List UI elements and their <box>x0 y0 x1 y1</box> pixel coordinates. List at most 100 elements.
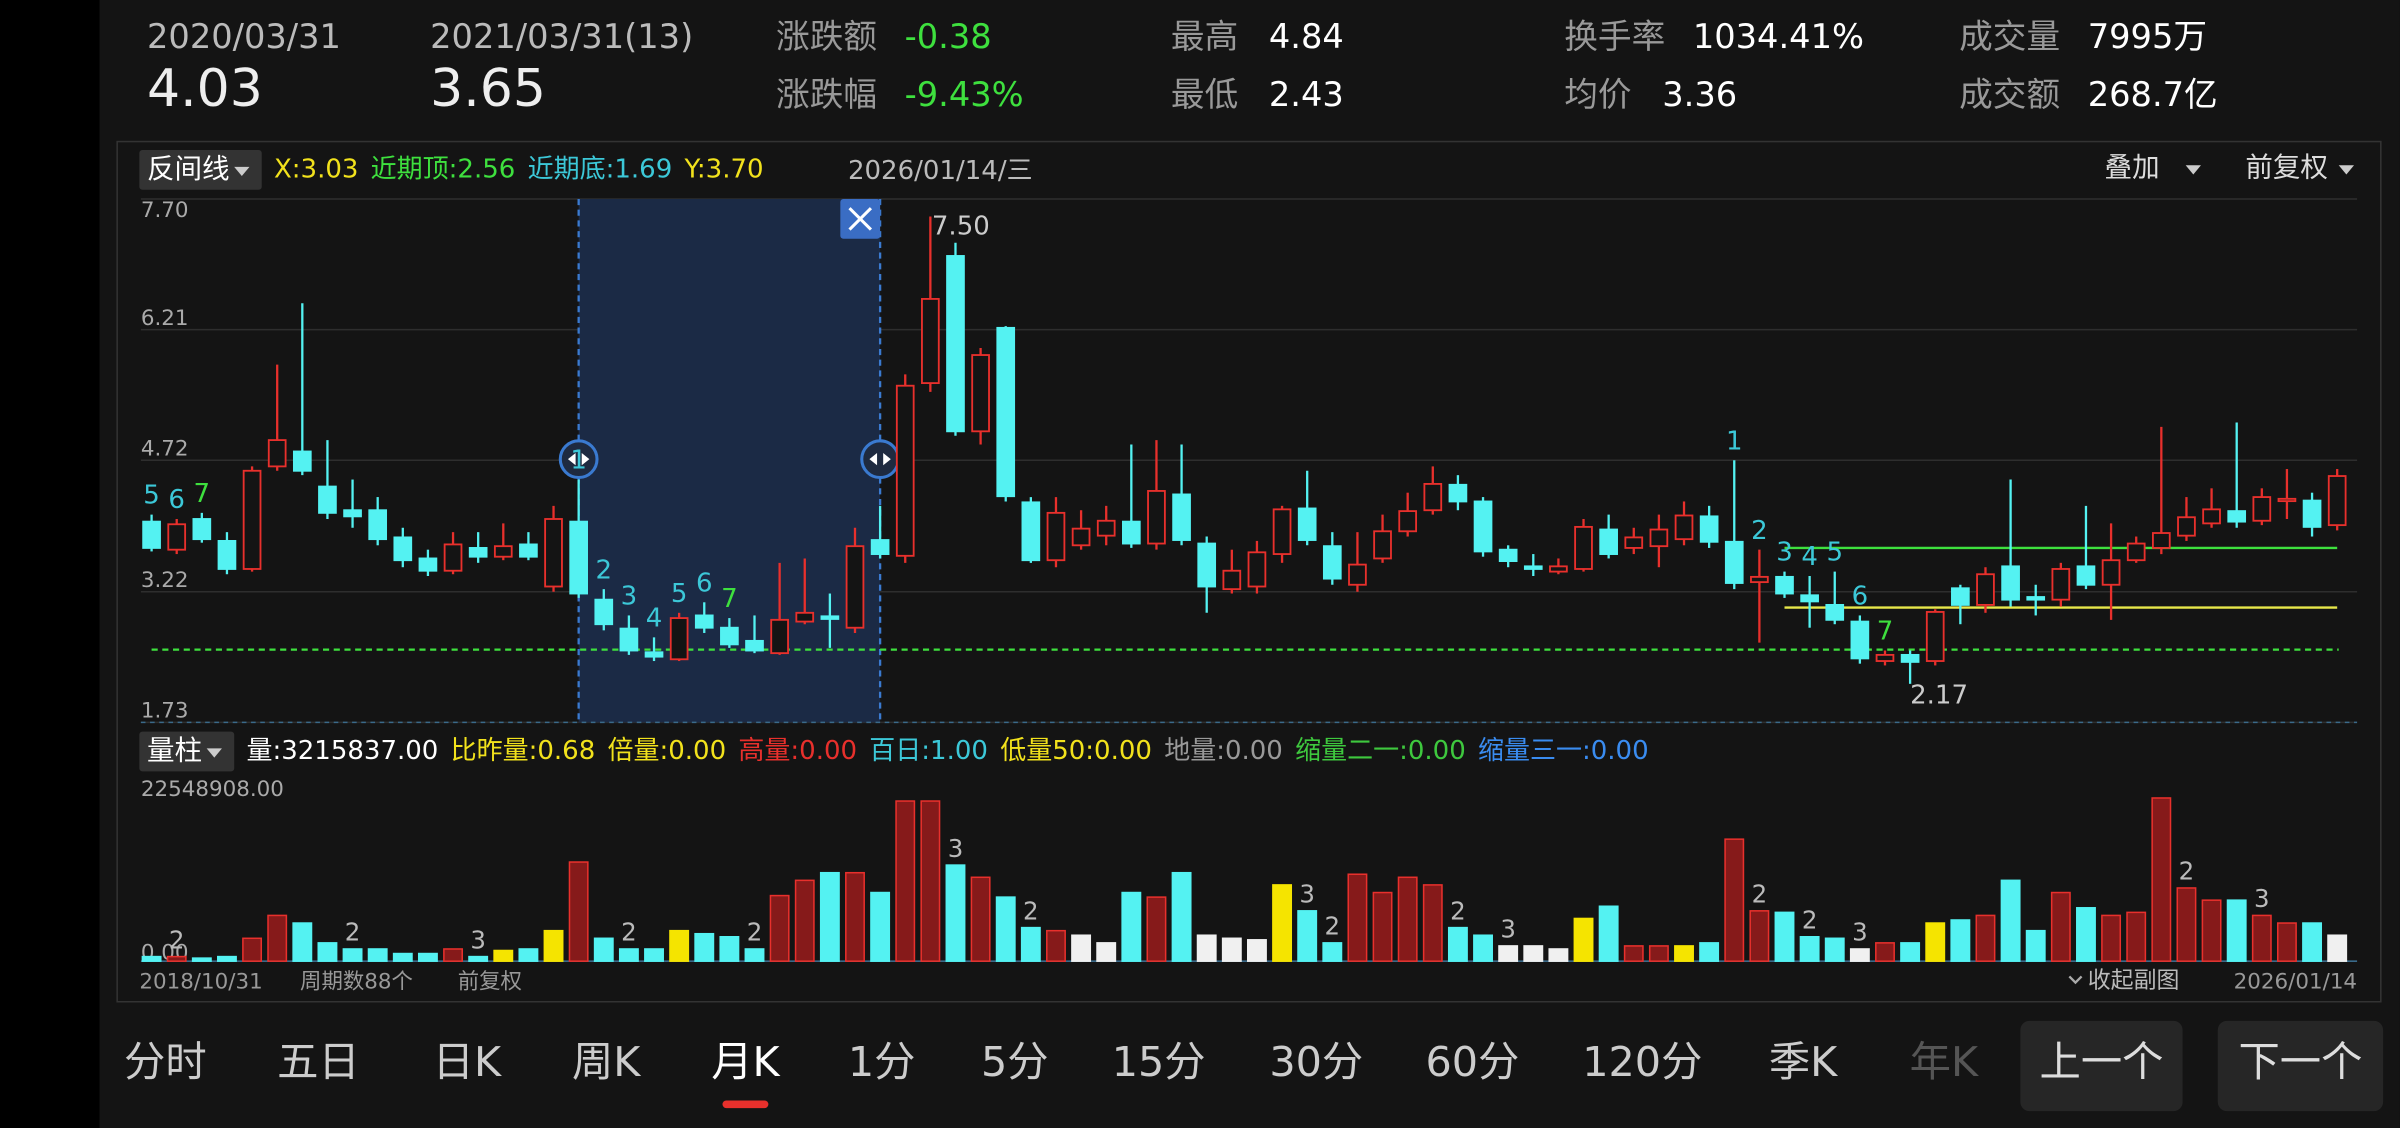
stat-label: 最高 <box>1171 17 1238 56</box>
stat-value: 2.43 <box>1269 75 1344 114</box>
volume-bar <box>2126 911 2147 962</box>
candle-body <box>368 509 388 541</box>
nav-button-label[interactable]: 上一个 <box>2040 1038 2164 1086</box>
overlay-selector[interactable]: 叠加 <box>2105 151 2160 183</box>
candle-body <box>2076 565 2096 586</box>
volume-bar <box>1824 937 1845 962</box>
volume-bar <box>794 879 815 962</box>
volume-bar <box>744 948 765 962</box>
volume-bar <box>819 871 840 962</box>
stat-label: 成交额 <box>1959 75 2060 114</box>
volume-bar <box>2000 879 2021 962</box>
volume-bar <box>1900 942 1921 962</box>
candle-body <box>1046 511 1066 562</box>
period-tab[interactable]: 月K <box>711 1038 780 1086</box>
nav-button[interactable] <box>2217 1020 2384 1112</box>
candle-body <box>1825 604 1845 621</box>
volume-bar <box>2226 899 2247 962</box>
volume-bar <box>2251 914 2272 962</box>
indicator-selector[interactable] <box>139 149 262 190</box>
y-tick-label: 3.22 <box>141 568 189 593</box>
period-tab[interactable]: 五日 <box>277 1038 360 1086</box>
period-tab[interactable]: 周K <box>572 1038 641 1086</box>
candle-body <box>1850 620 1870 660</box>
sequence-mark: 1 <box>570 446 587 476</box>
volume-bar <box>1724 838 1745 962</box>
period-tab[interactable]: 60分 <box>1425 1038 1519 1086</box>
handle-arrows <box>869 453 891 466</box>
indicator-value: X:3.03 <box>274 154 358 184</box>
nav-button-label[interactable]: 下一个 <box>2238 1038 2362 1086</box>
period-tab[interactable]: 1分 <box>848 1038 916 1086</box>
volume-bar <box>1297 910 1318 962</box>
candle-body <box>971 354 990 433</box>
sequence-mark: 5 <box>671 579 688 609</box>
candle-body <box>1147 490 1166 545</box>
sequence-mark: 4 <box>646 603 663 633</box>
volume-bar <box>1397 876 1418 962</box>
volume-mark: 3 <box>1852 918 1868 947</box>
candle-body <box>1373 530 1392 560</box>
candle-body <box>242 469 262 570</box>
period-tab[interactable]: 季K <box>1769 1038 1838 1086</box>
candle-body <box>845 545 865 629</box>
candle-body <box>1272 508 1292 555</box>
volume-mark: 3 <box>948 834 964 863</box>
adjust-selector[interactable]: 前复权 <box>2245 151 2328 183</box>
period-tab[interactable]: 日K <box>433 1038 502 1086</box>
selection-handle[interactable] <box>860 439 901 480</box>
volume-bar <box>945 864 966 962</box>
volume-mark: 2 <box>621 918 637 947</box>
volume-bar <box>669 929 690 962</box>
stat-label: 最低 <box>1171 75 1238 114</box>
sequence-mark: 1 <box>1726 426 1743 456</box>
candle-body <box>1649 528 1669 548</box>
candle-body <box>493 545 513 558</box>
volume-bar <box>1121 891 1142 962</box>
sequence-mark: 6 <box>1852 582 1869 612</box>
nav-button[interactable] <box>2020 1020 2183 1112</box>
y-tick-label: 6.21 <box>141 306 189 331</box>
volume-mark: 2 <box>169 925 185 954</box>
chart-panel <box>116 140 2382 1003</box>
period-tab[interactable]: 5分 <box>981 1038 1049 1086</box>
volume-bar <box>1322 942 1343 962</box>
volume-bar <box>443 948 463 962</box>
high-label: 7.50 <box>932 212 990 242</box>
collapse-button[interactable]: 收起副图 <box>2088 968 2180 994</box>
indicator-selector[interactable] <box>139 731 235 772</box>
stat-label: 均价 <box>1564 75 1631 114</box>
candle-body <box>720 626 739 646</box>
volume-bar <box>342 948 363 962</box>
period-tab[interactable]: 15分 <box>1112 1038 1206 1086</box>
selection-handle[interactable] <box>558 439 599 480</box>
volume-bar <box>1749 910 1770 962</box>
volume-bar <box>2201 899 2222 962</box>
volume-mark: 2 <box>1752 880 1768 909</box>
candle-body <box>1122 520 1141 545</box>
volume-bar <box>618 948 639 962</box>
volume-bar <box>1774 911 1795 962</box>
volume-bar <box>518 948 539 962</box>
volume-bar <box>2302 922 2323 962</box>
candle-body <box>2327 475 2347 527</box>
candle-body <box>1925 611 1945 662</box>
volume-bar <box>568 861 589 962</box>
volume-bar <box>719 936 740 962</box>
candle-body <box>770 618 789 655</box>
candle-body <box>1775 575 1794 595</box>
period-tab[interactable]: 120分 <box>1582 1038 1702 1086</box>
candle-body <box>1599 528 1618 555</box>
period-tab[interactable]: 分时 <box>124 1038 207 1086</box>
sequence-mark: 2 <box>596 555 613 585</box>
volume-bar <box>1347 873 1368 962</box>
candle-body <box>217 539 237 570</box>
candle-body <box>318 485 337 514</box>
volume-bar <box>593 937 614 962</box>
period-tab[interactable]: 30分 <box>1269 1038 1363 1086</box>
candle-body <box>795 611 815 623</box>
candle-body <box>1498 548 1518 562</box>
candle-body <box>468 547 488 558</box>
period-tab[interactable]: 年K <box>1910 1038 1979 1086</box>
y-tick-label: 7.70 <box>141 198 189 223</box>
